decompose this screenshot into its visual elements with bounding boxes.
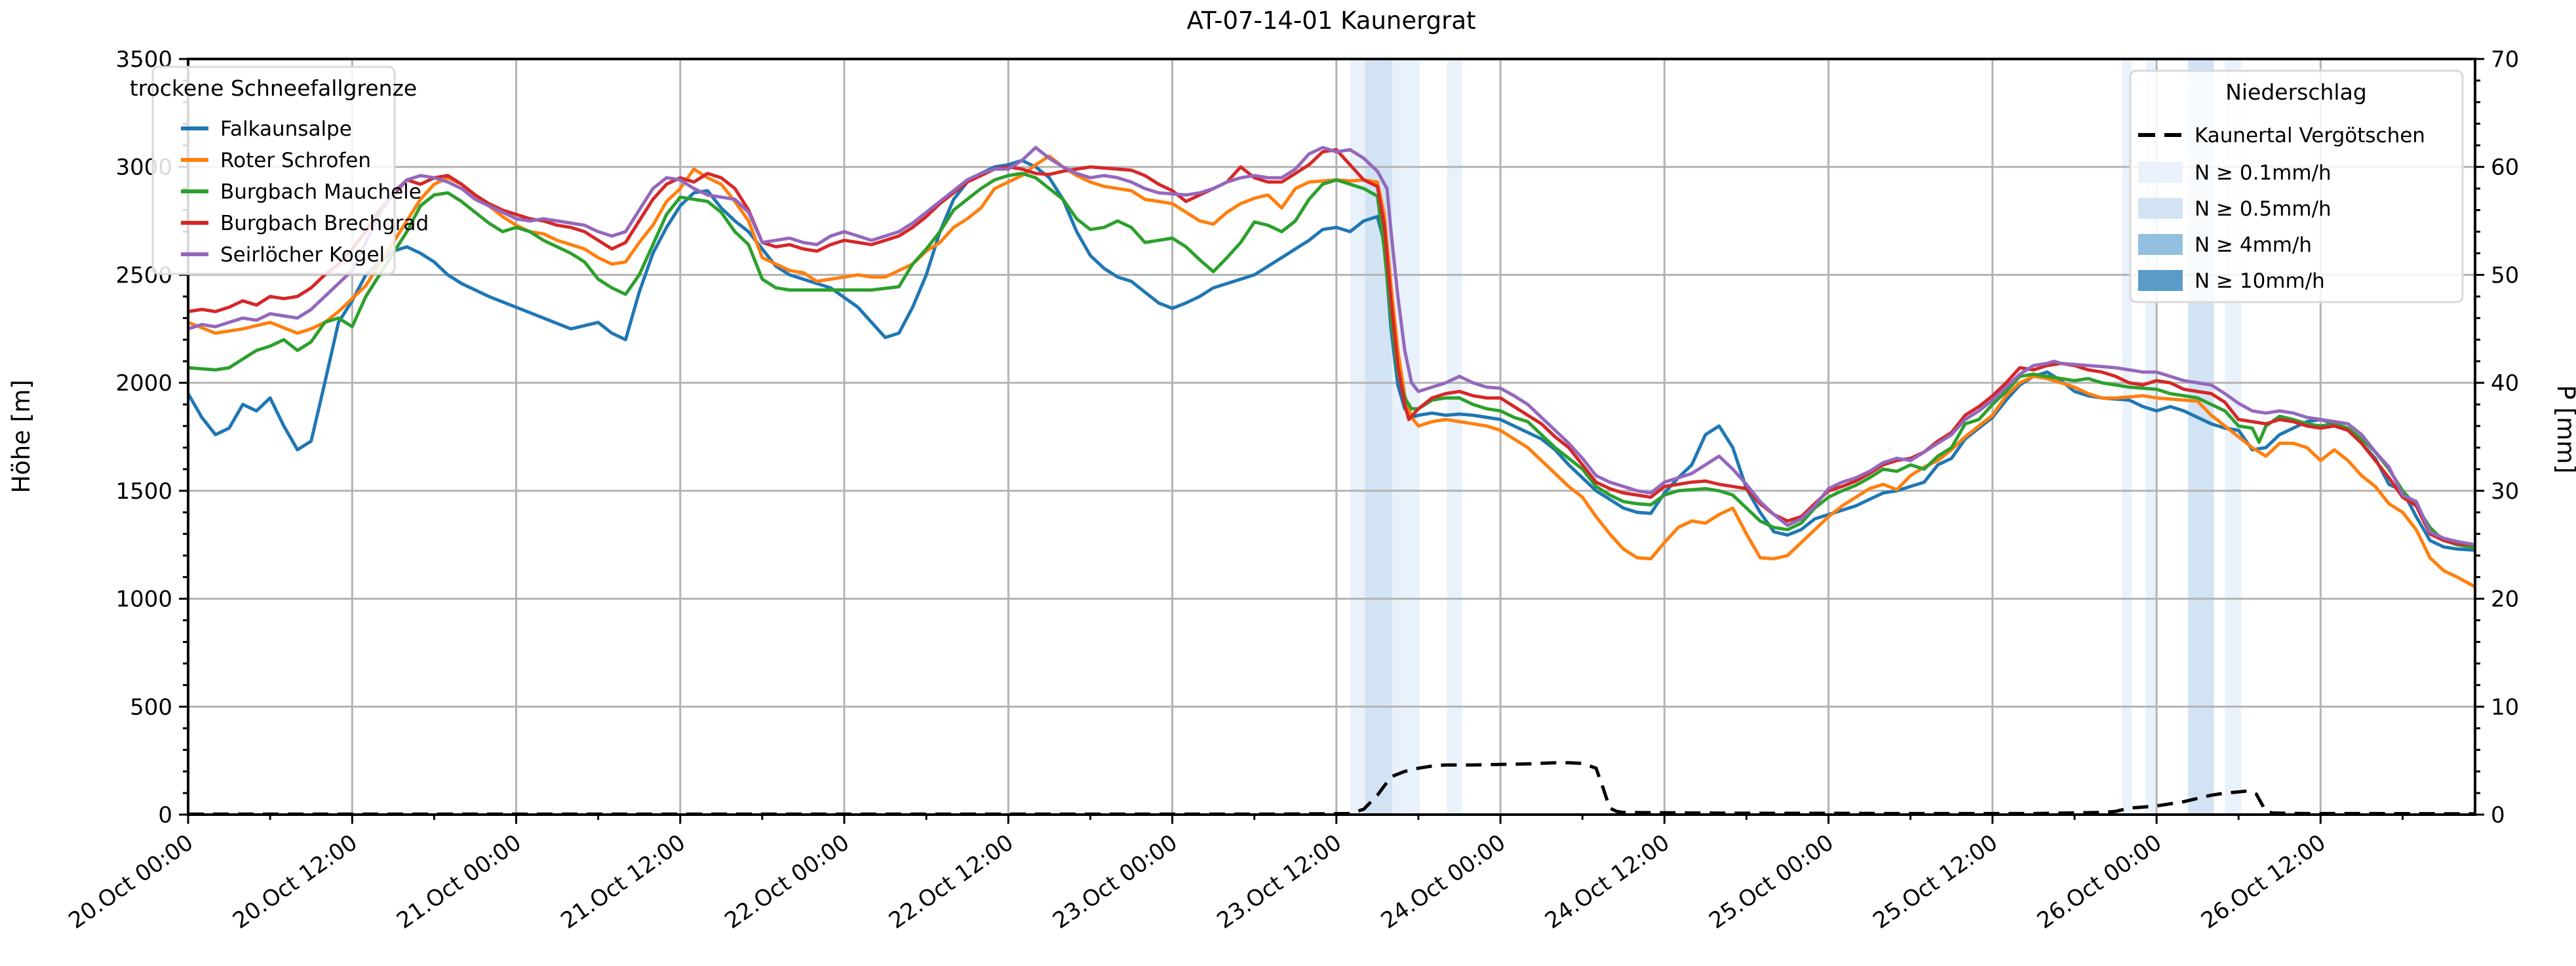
x-tick-label: 20.Oct 12:00 (228, 830, 362, 935)
y-right-tick-label: 40 (2491, 370, 2519, 396)
legend-entry-label: N ≥ 4mm/h (2195, 233, 2312, 257)
x-tick-label: 23.Oct 12:00 (1212, 830, 1346, 935)
x-tick-label: 20.Oct 00:00 (64, 830, 199, 935)
y-left-tick-label: 0 (158, 802, 172, 828)
y-axis-label-left: Höhe [m] (7, 379, 35, 493)
precip-band-layer (1350, 60, 2242, 813)
series-line-burgbach-mauchele (187, 172, 2476, 550)
y-right-tick-label: 30 (2491, 478, 2519, 505)
legend-entry-label: Seirlöcher Kogel (220, 243, 385, 267)
legend-entry-label: N ≥ 10mm/h (2195, 269, 2325, 293)
legend-swatch-n0.5 (2138, 198, 2183, 219)
legend-swatch-n4 (2138, 234, 2183, 255)
y-right-tick-label: 0 (2491, 802, 2505, 828)
legend-entry-label: N ≥ 0.5mm/h (2195, 197, 2332, 221)
legend-snowline-box (151, 66, 396, 275)
y-left-tick-label: 1000 (115, 587, 172, 613)
y-right-tick-label: 70 (2491, 47, 2519, 73)
x-tick-label: 22.Oct 12:00 (884, 830, 1019, 935)
y-right-tick-label: 60 (2491, 155, 2519, 181)
legend-entry-label: Roter Schrofen (220, 149, 371, 172)
legend-snowline-title: trockene Schneefallgrenze (130, 75, 417, 101)
chart-title: AT-07-14-01 Kaunergrat (1186, 7, 1475, 35)
y-left-tick-label: 1500 (115, 478, 172, 505)
legend-precip-title: Niederschlag (2225, 79, 2367, 105)
legend-swatch-n10 (2138, 270, 2183, 291)
x-tick-label: 25.Oct 12:00 (1868, 830, 2002, 935)
y-left-tick-label: 500 (130, 694, 172, 720)
legend-precip-box (2129, 69, 2464, 303)
series-layer (186, 145, 2476, 816)
y-left-tick-label: 2000 (115, 370, 172, 396)
x-tick-label: 25.Oct 00:00 (1704, 830, 1839, 935)
precip-band-n0.1 (1392, 60, 1420, 813)
grid-layer (189, 60, 2474, 813)
y-right-tick-label: 10 (2491, 694, 2519, 720)
x-tick-label: 24.Oct 12:00 (1540, 830, 1675, 935)
precip-band-n0.1 (1350, 60, 1365, 813)
legend-entry-label: Kaunertal Vergötschen (2195, 124, 2425, 147)
y-axis-label-right: P [mm] (2552, 385, 2576, 473)
plot-frame (187, 58, 2476, 816)
precip-band-n0.1 (1447, 60, 1462, 813)
legend-snowline: trockene Schneefallgrenze Falkaunsalpe Rot… (130, 66, 429, 275)
legend-entry-label: Burgbach Brechgrad (220, 212, 429, 235)
x-tick-label: 26.Oct 00:00 (2033, 830, 2167, 935)
y-right-tick-label: 20 (2491, 587, 2519, 613)
x-tick-label: 23.Oct 00:00 (1048, 830, 1182, 935)
x-tick-label: 24.Oct 00:00 (1376, 830, 1511, 935)
precip-line-kaunertal-vergoetschen (188, 761, 2475, 816)
x-tick-label: 21.Oct 12:00 (556, 830, 690, 935)
legend-entry-label: N ≥ 0.1mm/h (2195, 161, 2332, 185)
series-line-burgbach-brechgrad (187, 147, 2476, 547)
legend-swatch-n0.1 (2138, 162, 2183, 183)
x-tick-label: 21.Oct 00:00 (392, 830, 526, 935)
legend-precip: Niederschlag Kaunertal Vergötschen N ≥ 0.1… (2129, 69, 2464, 303)
series-line-roter-schrofen (187, 154, 2476, 589)
legend-entry-label: Burgbach Mauchele (220, 180, 421, 204)
legend-entry-label: Falkaunsalpe (220, 117, 352, 141)
x-tick-label: 22.Oct 00:00 (720, 830, 855, 935)
y-right-tick-label: 50 (2491, 262, 2519, 288)
series-line-seirl-cher-kogel (187, 145, 2476, 547)
x-tick-label: 26.Oct 12:00 (2196, 830, 2331, 935)
